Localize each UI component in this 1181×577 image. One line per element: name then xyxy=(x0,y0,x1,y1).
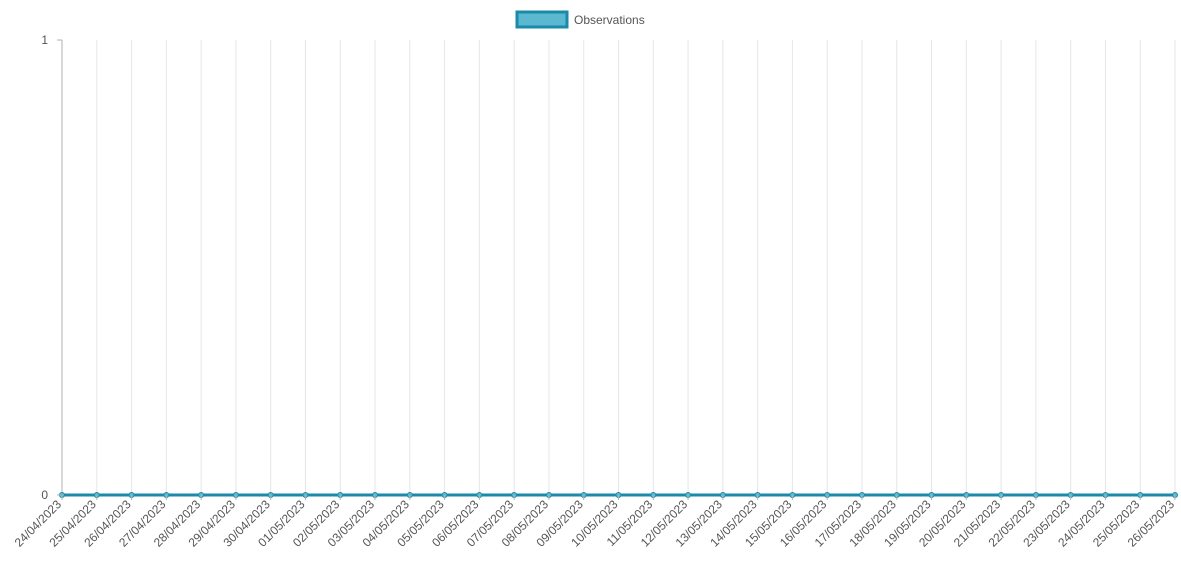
grid xyxy=(96,40,1176,495)
legend-label[interactable]: Observations xyxy=(574,13,645,27)
legend[interactable]: Observations xyxy=(515,10,645,29)
x-axis-ticks: 24/04/202325/04/202326/04/202327/04/2023… xyxy=(12,495,1177,550)
y-axis-ticks: 01 xyxy=(41,33,62,502)
legend-swatch[interactable] xyxy=(515,10,569,29)
y-tick-label: 1 xyxy=(41,33,48,47)
y-tick-label: 0 xyxy=(41,488,48,502)
